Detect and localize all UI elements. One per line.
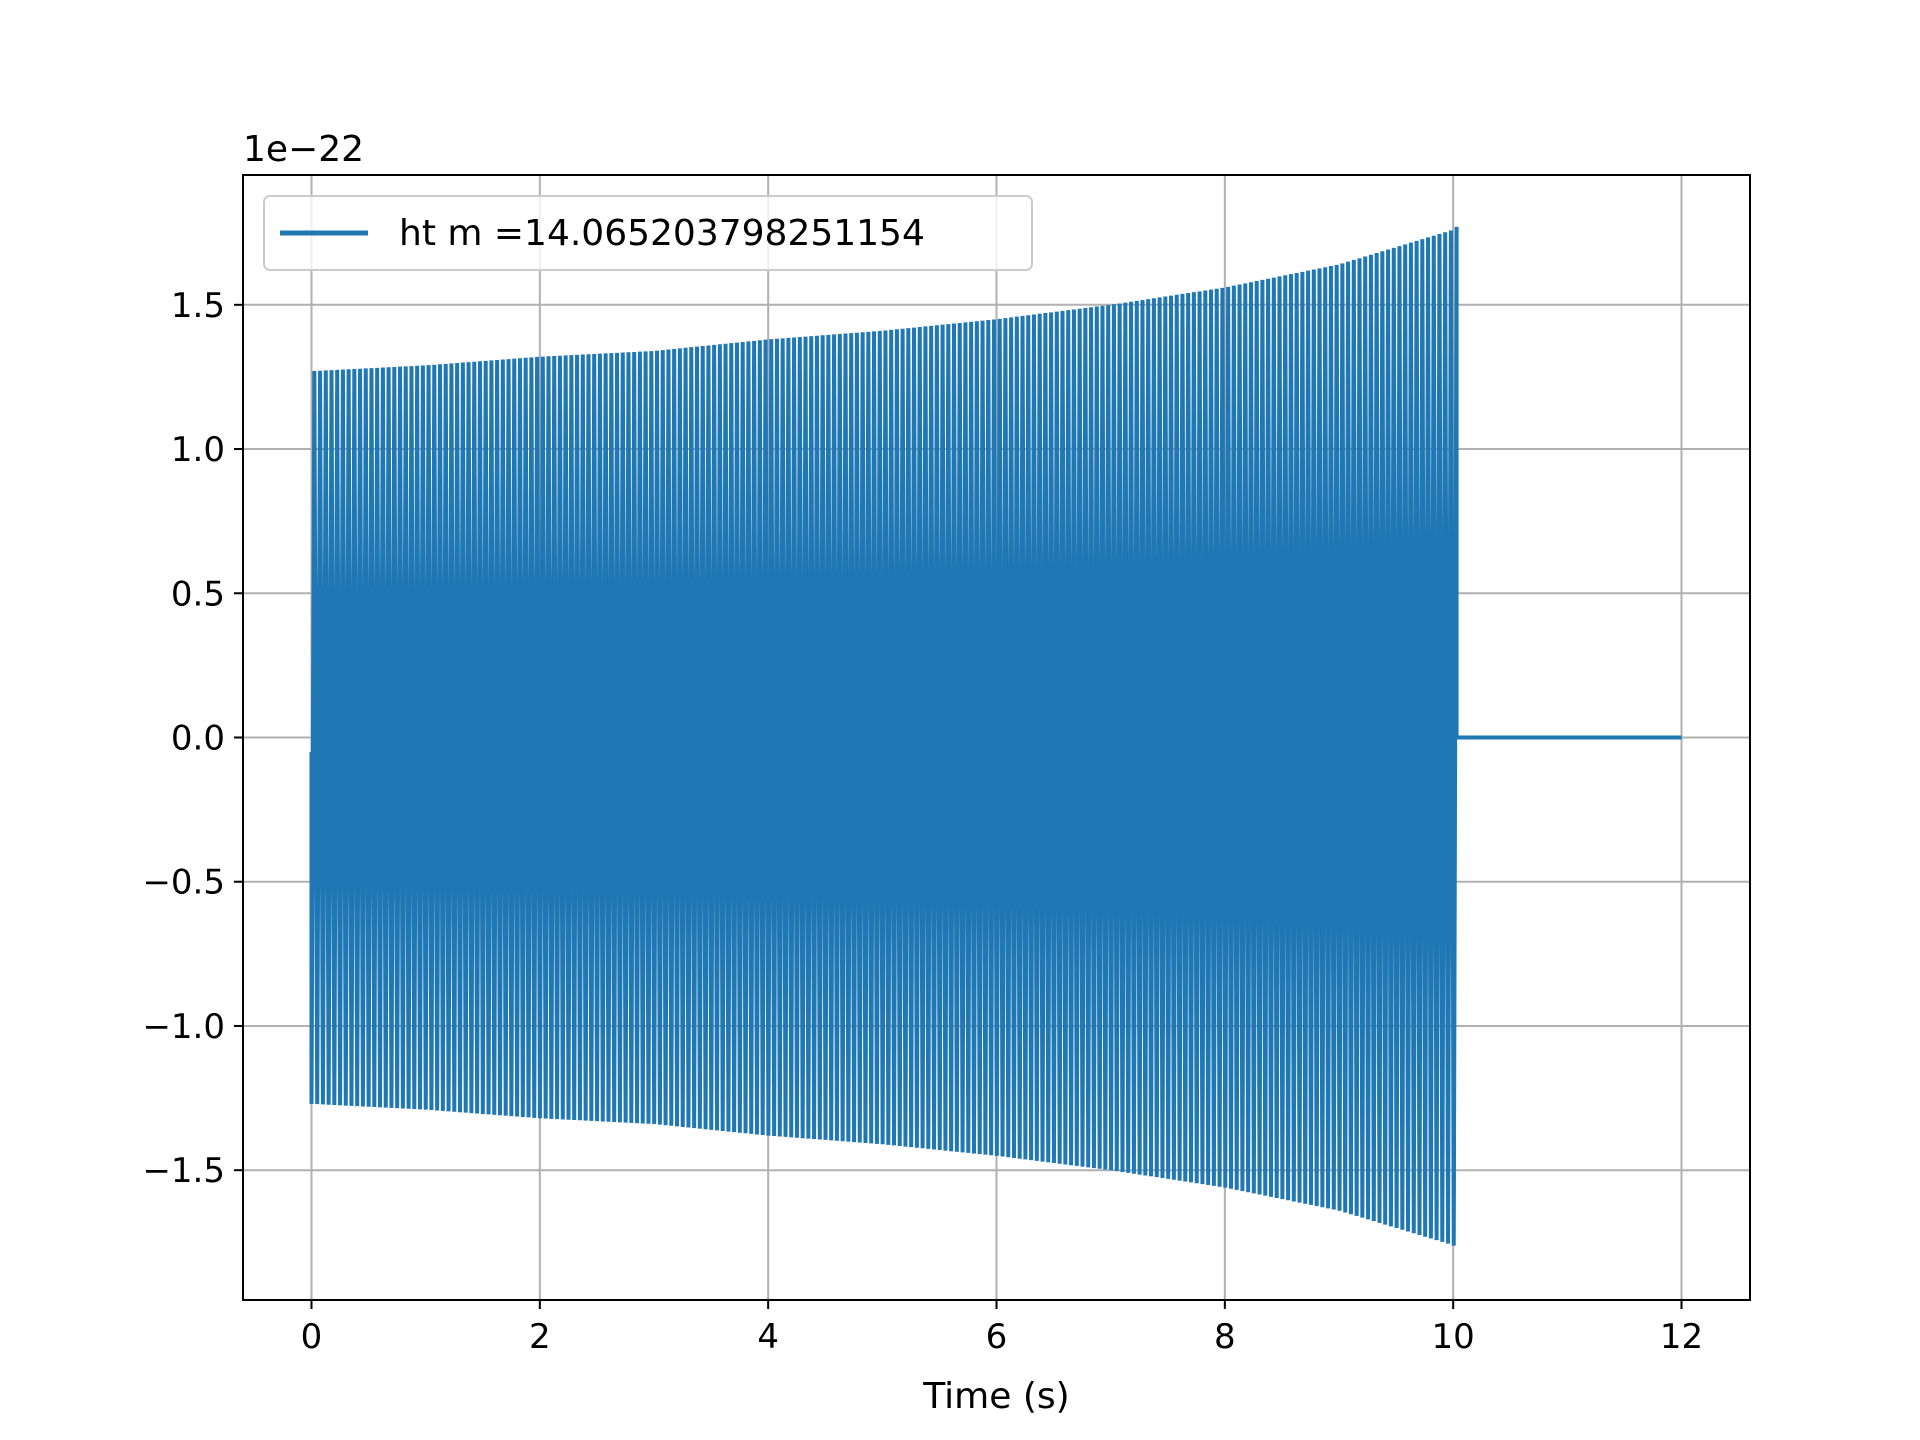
x-tick-label-5: 10 bbox=[1432, 1317, 1475, 1357]
y-tick-label-5: 1.0 bbox=[171, 430, 225, 470]
legend-label-ht: ht m =14.065203798251154 bbox=[399, 213, 925, 254]
x-tick-label-6: 12 bbox=[1660, 1317, 1703, 1357]
y-tick-label-0: −1.5 bbox=[142, 1151, 225, 1191]
y-tick-label-3: 0.0 bbox=[171, 719, 225, 759]
x-tick-label-1: 2 bbox=[529, 1317, 551, 1357]
x-axis-label: Time (s) bbox=[922, 1376, 1069, 1417]
series-line-ht bbox=[309, 226, 1682, 1246]
plot-area bbox=[309, 226, 1682, 1246]
y-axis-offset-text: 1e−22 bbox=[243, 129, 364, 170]
legend-box bbox=[263, 195, 1033, 271]
y-axis: −1.5 −1.0 −0.5 0.0 0.5 1.0 1.5 bbox=[142, 286, 243, 1191]
x-tick-label-0: 0 bbox=[301, 1317, 323, 1357]
legend: ht m =14.065203798251154 bbox=[263, 195, 1033, 271]
x-tick-label-4: 8 bbox=[1214, 1317, 1236, 1357]
x-tick-label-3: 6 bbox=[986, 1317, 1008, 1357]
y-tick-label-1: −1.0 bbox=[142, 1007, 225, 1047]
y-tick-label-2: −0.5 bbox=[142, 863, 225, 903]
x-tick-label-2: 4 bbox=[757, 1317, 779, 1357]
x-axis: 0 2 4 6 8 10 12 bbox=[301, 1300, 1703, 1357]
y-tick-label-6: 1.5 bbox=[171, 286, 225, 326]
y-tick-label-4: 0.5 bbox=[171, 574, 225, 614]
